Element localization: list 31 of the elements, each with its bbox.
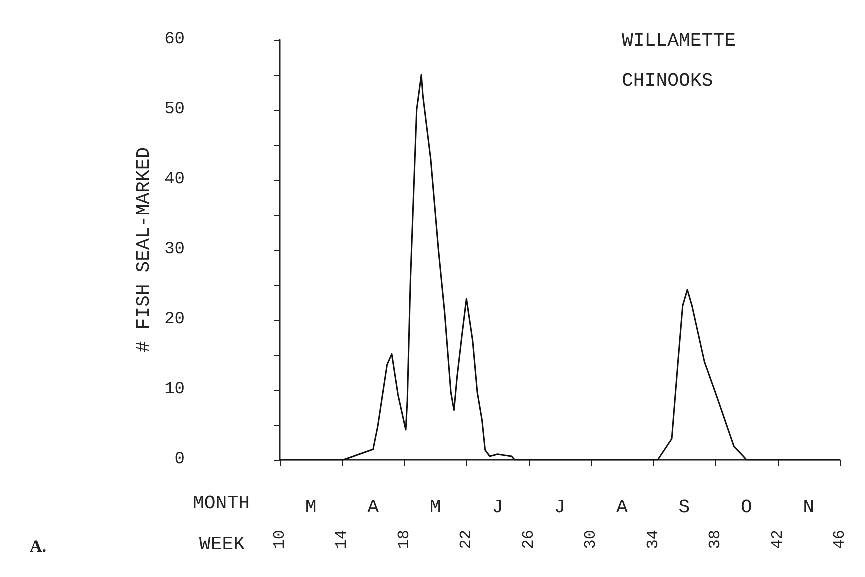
x-axis-title: WEEK: [199, 534, 246, 556]
text: A: [616, 496, 629, 518]
y-tick-label: 20: [164, 310, 185, 330]
y-tick-label: 40: [164, 170, 185, 190]
text: WILLAMETTE CHINOOKS: [622, 30, 748, 92]
x-tick-label: 46: [831, 530, 849, 550]
x-tick-label: 38: [706, 530, 725, 550]
y-tick-label: 30: [164, 240, 185, 260]
x-tick-label: 18: [395, 530, 414, 550]
y-tick-label: 10: [164, 380, 185, 400]
text: S: [678, 496, 690, 518]
text: J: [554, 496, 566, 518]
y-tick-label: 0: [174, 450, 185, 470]
text: J: [492, 496, 504, 518]
x-tick-label: 30: [582, 530, 600, 550]
x-tick-label: 22: [458, 530, 476, 550]
text: M: [305, 496, 317, 518]
y-axis-title: # FISH SEAL-MARKED: [133, 147, 156, 353]
text: O: [740, 496, 752, 518]
text: A.: [30, 537, 47, 556]
y-tick-label: 60: [164, 30, 185, 50]
x-tick-label: 34: [644, 530, 662, 550]
x-tick-label: 42: [768, 530, 787, 550]
x-tick-label: 26: [520, 530, 538, 550]
text: N: [803, 496, 815, 518]
x-tick-label: 10: [271, 530, 289, 550]
text: A: [368, 496, 380, 518]
x2-axis-title: MONTH: [192, 492, 250, 514]
y-tick-label: 50: [164, 100, 185, 120]
x-tick-label: 14: [333, 530, 352, 550]
text: M: [430, 496, 442, 518]
